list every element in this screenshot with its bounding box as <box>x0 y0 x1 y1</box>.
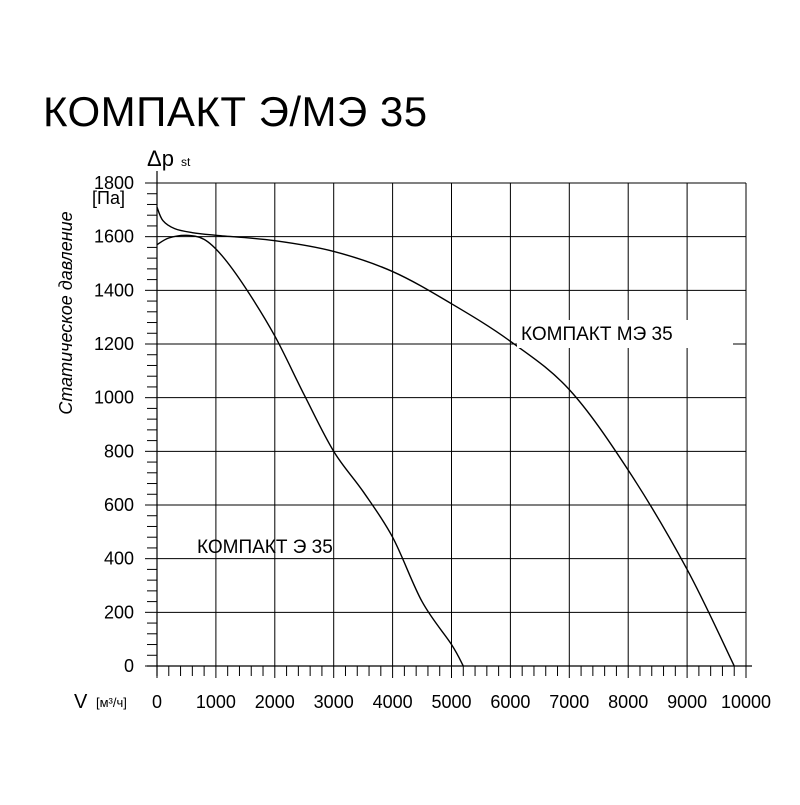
y-axis-label: Статическое давление <box>56 211 76 414</box>
x-axis-symbol: V <box>74 691 88 713</box>
y-axis-unit: [Па] <box>92 188 125 208</box>
series: КОМПАКТ МЭ 35 КОМПАКТ Э 35 <box>156 206 735 667</box>
y-axis-symbol: Δp <box>147 146 174 171</box>
x-tick-label: 3000 <box>314 692 354 712</box>
x-tick-label: 10000 <box>721 692 771 712</box>
x-tick-label: 0 <box>152 692 162 712</box>
labels: 0 1000 2000 3000 4000 5000 6000 7000 8000 9000 100… <box>56 146 771 713</box>
y-tick-label: 1600 <box>94 227 134 247</box>
y-tick-label: 800 <box>104 441 134 461</box>
series-label-bg <box>517 320 733 348</box>
series-line <box>156 206 735 667</box>
y-tick-label: 0 <box>124 656 134 676</box>
y-tick-label: 400 <box>104 549 134 569</box>
x-tick-label: 6000 <box>490 692 530 712</box>
y-tick-label: 1200 <box>94 334 134 354</box>
x-tick-label: 9000 <box>667 692 707 712</box>
y-axis-symbol-sub: st <box>181 155 191 169</box>
series-label: КОМПАКТ МЭ 35 <box>521 324 673 345</box>
y-tick-label: 200 <box>104 602 134 622</box>
y-tick-label: 600 <box>104 495 134 515</box>
y-tick-label: 1800 <box>94 173 134 193</box>
y-tick-label: 1000 <box>94 388 134 408</box>
series-line <box>156 234 464 667</box>
x-tick-label: 7000 <box>549 692 589 712</box>
x-tick-label: 8000 <box>608 692 648 712</box>
series-label: КОМПАКТ Э 35 <box>197 537 333 558</box>
x-tick-label: 2000 <box>255 692 295 712</box>
x-tick-label: 5000 <box>431 692 471 712</box>
minor-ticks <box>147 193 735 676</box>
chart-title: КОМПАКТ Э/МЭ 35 <box>43 88 428 135</box>
x-tick-label: 4000 <box>373 692 413 712</box>
x-axis-unit: [м³/ч] <box>96 695 127 710</box>
axes <box>145 171 752 678</box>
x-tick-label: 1000 <box>196 692 236 712</box>
grid <box>157 182 747 666</box>
y-tick-label: 1400 <box>94 280 134 300</box>
